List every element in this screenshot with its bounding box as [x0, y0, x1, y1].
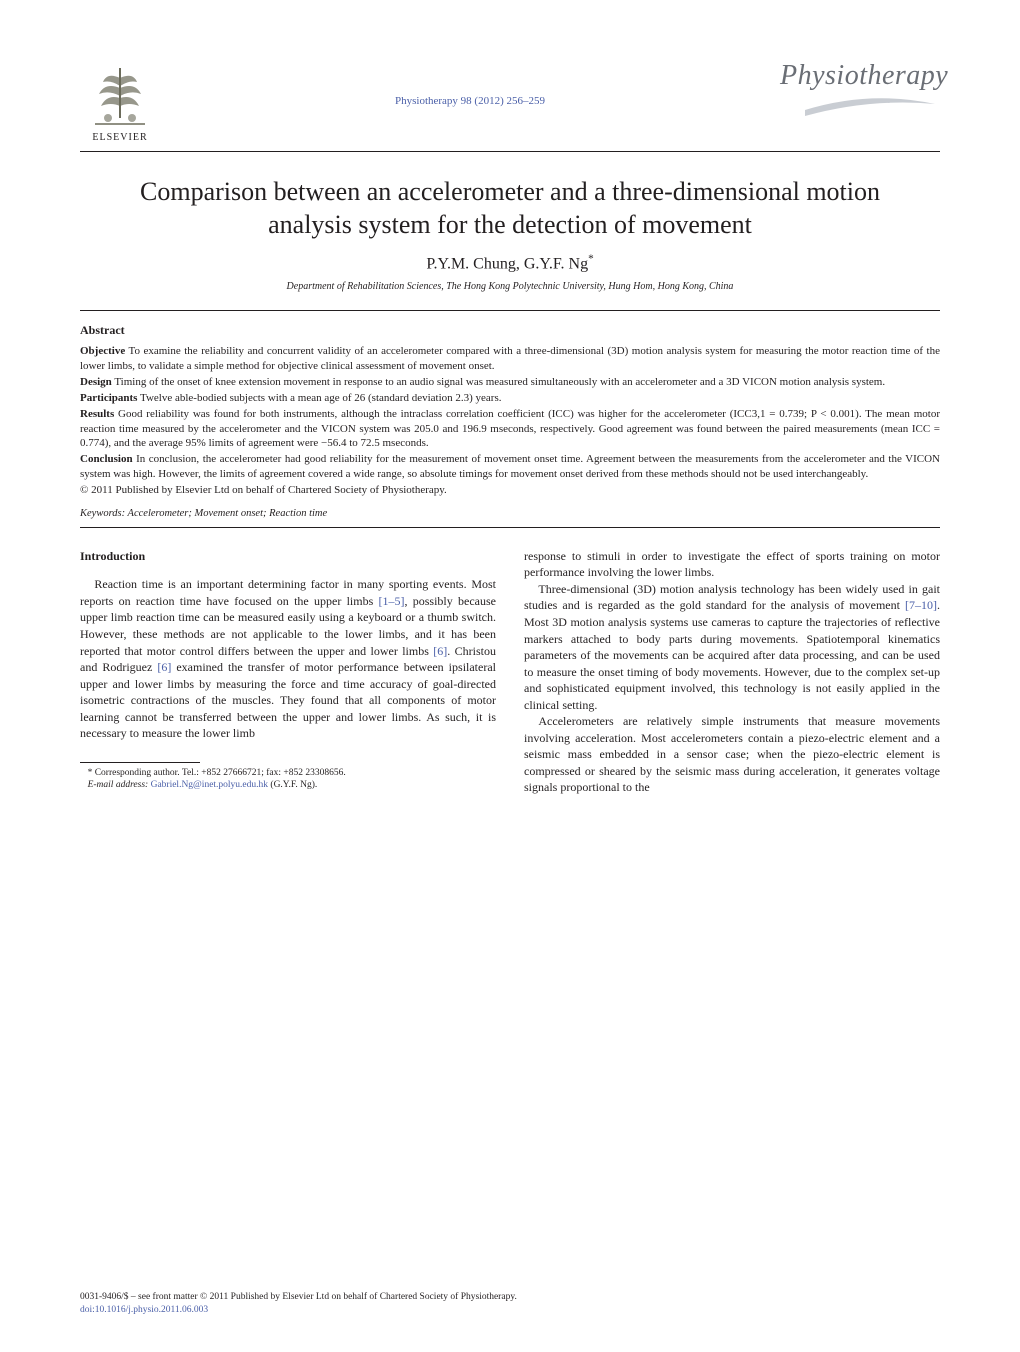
title-line-2: analysis system for the detection of mov… — [268, 210, 752, 239]
citation-6a[interactable]: [6] — [433, 644, 447, 658]
footnote-contact: * Corresponding author. Tel.: +852 27666… — [80, 767, 496, 779]
swoosh-icon — [800, 92, 940, 122]
results-text: Good reliability was found for both inst… — [80, 408, 940, 450]
doi-link[interactable]: doi:10.1016/j.physio.2011.06.003 — [80, 1304, 940, 1316]
corresponding-footnote: * Corresponding author. Tel.: +852 27666… — [80, 767, 496, 792]
results-label: Results — [80, 408, 114, 420]
citation-6b[interactable]: [6] — [157, 660, 171, 674]
journal-reference-link[interactable]: Physiotherapy 98 (2012) 256–259 — [395, 95, 545, 107]
header-rule — [80, 151, 940, 152]
abstract-copyright: © 2011 Published by Elsevier Ltd on beha… — [80, 483, 940, 498]
email-label: E-mail address: — [88, 780, 149, 790]
email-suffix: (G.Y.F. Ng). — [268, 780, 317, 790]
elsevier-tree-icon — [85, 60, 155, 130]
column-left: Introduction Reaction time is an importa… — [80, 548, 496, 796]
intro-paragraph-3: Accelerometers are relatively simple ins… — [524, 713, 940, 796]
intro-paragraph-1-cont: response to stimuli in order to investig… — [524, 548, 940, 581]
keywords-label: Keywords: — [80, 508, 125, 519]
article-title: Comparison between an accelerometer and … — [120, 176, 900, 241]
design-text: Timing of the onset of knee extension mo… — [112, 376, 885, 388]
keywords-line: Keywords: Accelerometer; Movement onset;… — [80, 508, 940, 519]
design-label: Design — [80, 376, 112, 388]
title-line-1: Comparison between an accelerometer and … — [140, 177, 880, 206]
page-footer: 0031-9406/$ – see front matter © 2011 Pu… — [80, 1291, 940, 1316]
column-right: response to stimuli in order to investig… — [524, 548, 940, 796]
abstract-bottom-rule — [80, 527, 940, 528]
intro-paragraph-1: Reaction time is an important determinin… — [80, 576, 496, 741]
footer-copyright: 0031-9406/$ – see front matter © 2011 Pu… — [80, 1291, 940, 1303]
introduction-heading: Introduction — [80, 548, 496, 565]
intro-paragraph-2: Three-dimensional (3D) motion analysis t… — [524, 581, 940, 713]
citation-1-5[interactable]: [1–5] — [379, 594, 405, 608]
body-columns: Introduction Reaction time is an importa… — [80, 548, 940, 796]
objective-label: Objective — [80, 345, 125, 357]
keywords-text: Accelerometer; Movement onset; Reaction … — [125, 508, 327, 519]
email-link[interactable]: Gabriel.Ng@inet.polyu.edu.hk — [151, 780, 268, 790]
corresponding-marker: * — [588, 253, 594, 265]
citation-7-10[interactable]: [7–10] — [905, 598, 937, 612]
page-header: ELSEVIER Physiotherapy 98 (2012) 256–259… — [80, 60, 940, 143]
footnote-rule — [80, 762, 200, 763]
affiliation: Department of Rehabilitation Sciences, T… — [80, 281, 940, 292]
abstract-body: Objective To examine the reliability and… — [80, 344, 940, 497]
author-list: P.Y.M. Chung, G.Y.F. Ng* — [80, 253, 940, 273]
publisher-logo: ELSEVIER — [80, 60, 160, 143]
journal-logo: Physiotherapy — [780, 60, 940, 127]
participants-text: Twelve able-bodied subjects with a mean … — [137, 392, 501, 404]
abstract-section: Abstract Objective To examine the reliab… — [80, 310, 940, 518]
conclusion-label: Conclusion — [80, 453, 133, 465]
objective-text: To examine the reliability and concurren… — [80, 345, 940, 372]
journal-reference: Physiotherapy 98 (2012) 256–259 — [395, 95, 545, 107]
publisher-name: ELSEVIER — [92, 132, 147, 143]
author-names: P.Y.M. Chung, G.Y.F. Ng — [426, 255, 588, 272]
participants-label: Participants — [80, 392, 137, 404]
conclusion-text: In conclusion, the accelerometer had goo… — [80, 453, 940, 480]
abstract-heading: Abstract — [80, 323, 940, 338]
journal-logo-text: Physiotherapy — [780, 60, 940, 92]
